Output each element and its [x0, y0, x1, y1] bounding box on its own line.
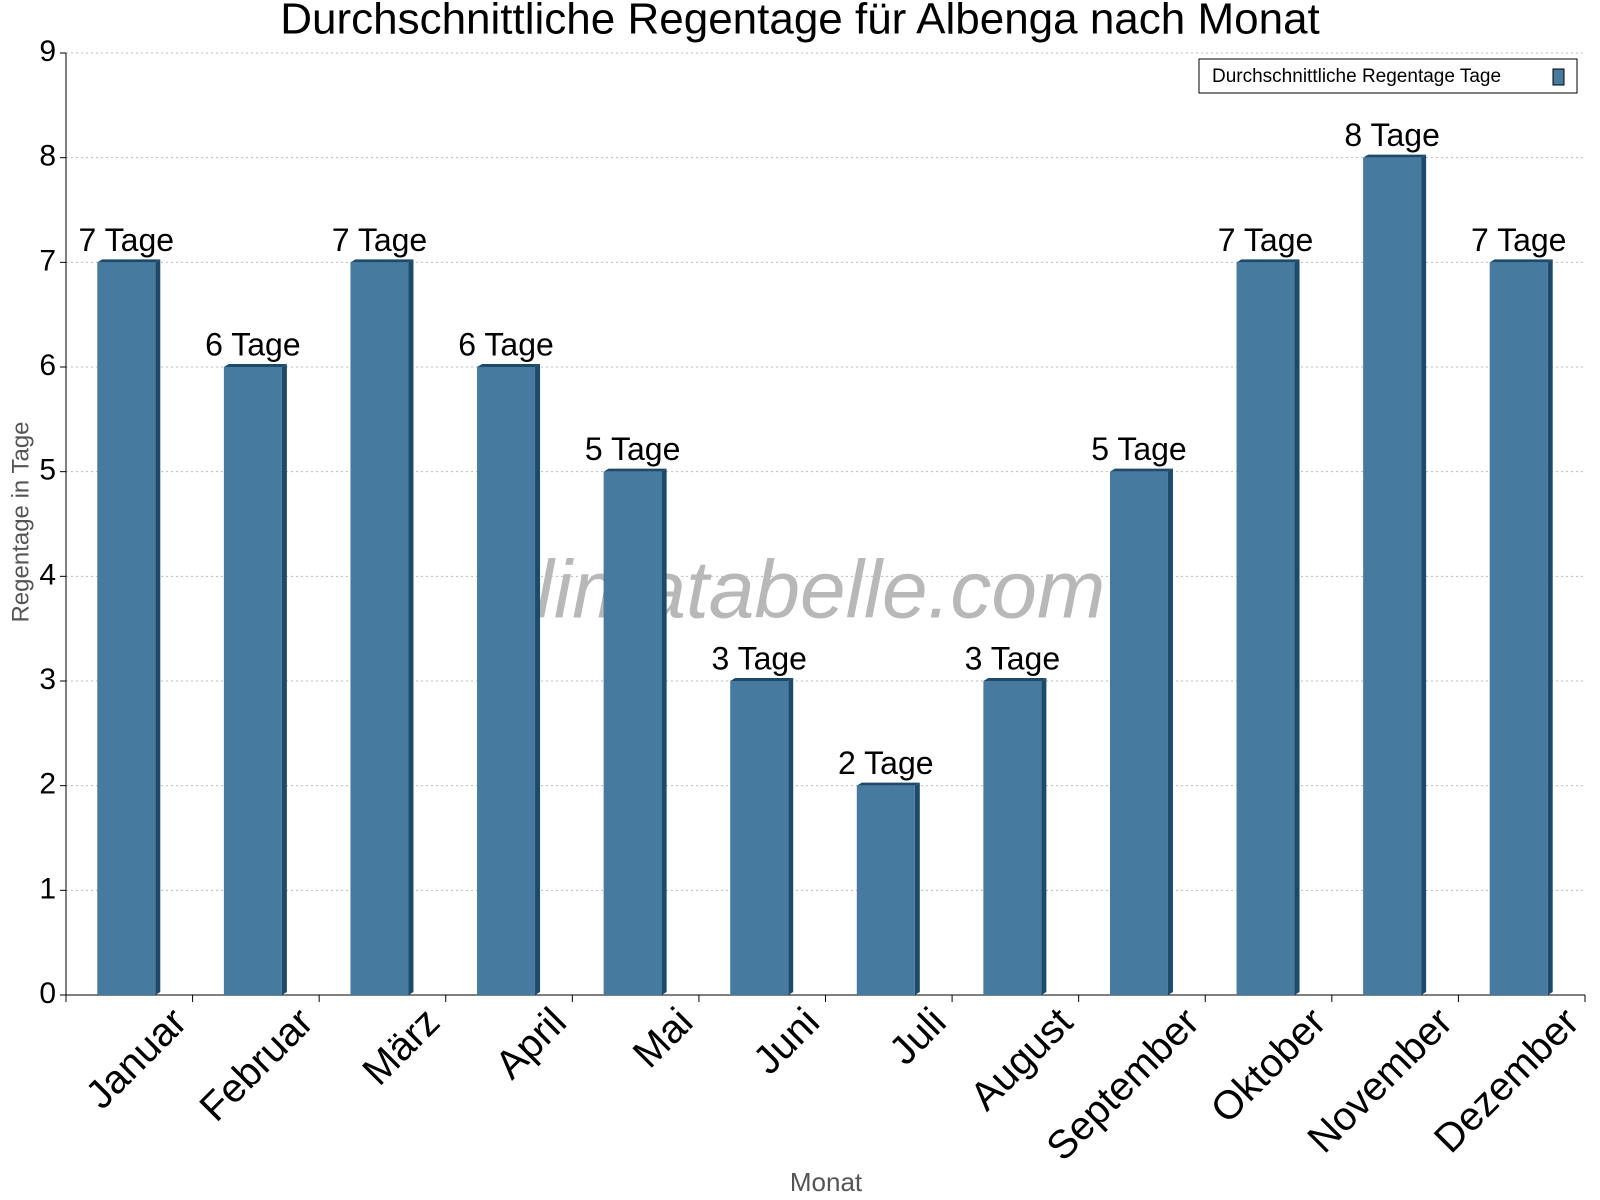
bar-shading — [603, 468, 667, 472]
legend-swatch — [1552, 68, 1565, 86]
x-tick-label: Mai — [625, 1000, 702, 1077]
bar-shading — [408, 259, 414, 995]
bar-shading — [223, 364, 287, 367]
bar — [97, 262, 156, 995]
data-label: 3 Tage — [711, 640, 807, 676]
bar-shading — [1236, 259, 1300, 263]
bar — [1363, 157, 1422, 995]
bar-shading — [914, 782, 920, 995]
bar-shading — [281, 364, 287, 995]
bar — [1109, 471, 1168, 996]
y-tick-label: 5 — [39, 454, 56, 487]
data-label: 7 Tage — [332, 222, 428, 258]
y-tick-label: 6 — [39, 349, 56, 382]
bar — [856, 785, 915, 995]
bar — [350, 262, 409, 995]
x-tick-label: Juli — [881, 1000, 955, 1074]
data-label: 7 Tage — [79, 222, 175, 258]
x-tick-label: Juni — [745, 1000, 828, 1083]
y-tick-label: 2 — [39, 768, 56, 801]
x-tick-label: Januar — [78, 1000, 196, 1118]
bar-shading — [661, 468, 667, 996]
data-label: 7 Tage — [1471, 222, 1567, 258]
y-axis-label: Regentage in Tage — [7, 421, 34, 622]
bar-shading — [1421, 154, 1427, 995]
bar-shading — [155, 259, 161, 995]
bar-shading — [97, 259, 161, 263]
chart-title: Durchschnittliche Regentage für Albenga … — [280, 0, 1320, 44]
x-tick-label: April — [487, 1000, 575, 1088]
bar-shading — [350, 259, 414, 263]
x-tick-label: Februar — [192, 1000, 322, 1130]
bar-shading — [477, 364, 541, 367]
y-tick-label: 3 — [39, 663, 56, 696]
y-tick-label: 1 — [39, 872, 56, 905]
bar-shading — [730, 678, 794, 681]
data-label: 6 Tage — [205, 326, 301, 362]
bar — [223, 367, 282, 995]
data-label: 8 Tage — [1344, 117, 1440, 153]
bar-shading — [856, 782, 920, 786]
y-tick-label: 9 — [39, 35, 56, 68]
watermark: klimatabelle.com — [495, 545, 1106, 636]
data-label: 6 Tage — [458, 326, 554, 362]
bar — [477, 367, 536, 995]
legend-label: Durchschnittliche Regentage Tage — [1212, 66, 1501, 87]
y-tick-label: 4 — [39, 558, 56, 591]
legend-box — [1198, 58, 1578, 94]
data-label: 5 Tage — [1091, 431, 1187, 467]
bar — [983, 681, 1042, 995]
y-tick-label: 0 — [39, 977, 56, 1010]
bar-shading — [1294, 259, 1300, 995]
bar-shading — [788, 678, 794, 995]
x-tick-label: Oktober — [1203, 1000, 1335, 1132]
bar — [603, 471, 662, 996]
data-label: 5 Tage — [585, 431, 681, 467]
data-label: 7 Tage — [1218, 222, 1314, 258]
y-tick-label: 8 — [39, 140, 56, 173]
bar — [1489, 262, 1548, 995]
x-tick-label: August — [962, 1000, 1081, 1119]
bar-shading — [535, 364, 541, 995]
bar-shading — [1547, 259, 1553, 995]
bar-shading — [1167, 468, 1173, 996]
data-label: 2 Tage — [838, 745, 934, 781]
y-tick-label: 7 — [39, 244, 56, 277]
bar — [1236, 262, 1295, 995]
bar-shading — [1041, 678, 1047, 995]
bar-shading — [1489, 259, 1553, 263]
bar-shading — [1109, 468, 1173, 472]
bar — [730, 681, 789, 995]
data-label: 3 Tage — [965, 640, 1061, 676]
bar-shading — [1363, 154, 1427, 158]
x-axis-label: Monat — [790, 1167, 863, 1197]
x-tick-label: März — [354, 1000, 448, 1094]
bar-shading — [983, 678, 1047, 681]
